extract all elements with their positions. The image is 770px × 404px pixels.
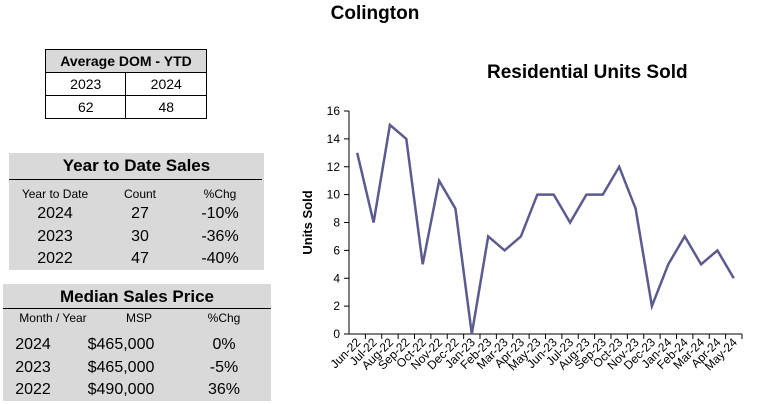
msp-row-price: $465,000 — [87, 336, 155, 353]
ytd-header-count: Count — [123, 187, 157, 201]
ytd-header-chg: %Chg — [203, 187, 237, 201]
ytd-row-chg: -36% — [201, 228, 239, 245]
y-tick-label: 8 — [333, 216, 340, 230]
dom-year-2024: 2024 — [125, 72, 207, 96]
dom-table-title: Average DOM - YTD — [45, 49, 207, 73]
y-axis-label: Units Sold — [300, 190, 315, 254]
dom-year-2023: 2023 — [44, 72, 127, 96]
y-tick-label: 2 — [333, 299, 340, 313]
y-tick-label: 4 — [333, 271, 340, 285]
y-tick-label: 10 — [327, 188, 341, 202]
median-price-title: Median Sales Price — [59, 287, 215, 306]
dom-value-2023: 62 — [44, 95, 127, 119]
ytd-row-year: 2023 — [37, 228, 73, 245]
ytd-row-count: 30 — [131, 228, 149, 245]
msp-header-chg: %Chg — [207, 311, 241, 325]
y-tick-label: 14 — [327, 132, 341, 146]
msp-row-chg: 36% — [207, 381, 241, 398]
msp-divider — [3, 308, 271, 309]
msp-row-price: $490,000 — [87, 381, 155, 398]
ytd-sales-panel: Year to Date Sales Year to Date Count %C… — [9, 153, 264, 270]
ytd-header-year: Year to Date — [21, 187, 89, 201]
y-tick-label: 12 — [327, 160, 341, 174]
ytd-row-chg: -10% — [201, 205, 239, 222]
msp-row-year: 2023 — [15, 359, 51, 376]
msp-row-year: 2022 — [15, 381, 51, 398]
msp-row-chg: -5% — [209, 359, 239, 376]
msp-row-price: $465,000 — [87, 359, 155, 376]
msp-row-year: 2024 — [15, 336, 51, 353]
ytd-row-chg: -40% — [201, 250, 239, 267]
ytd-row-year: 2024 — [37, 205, 73, 222]
ytd-divider — [9, 179, 262, 180]
ytd-row-count: 47 — [131, 250, 149, 267]
page-title: Colington — [330, 3, 420, 24]
y-tick-label: 16 — [327, 104, 341, 118]
dom-value-2024: 48 — [125, 95, 207, 119]
y-tick-label: 6 — [333, 243, 340, 257]
median-price-panel: Median Sales Price Month / Year MSP %Chg… — [3, 284, 271, 401]
chart-title: Residential Units Sold — [487, 62, 688, 83]
msp-header-year: Month / Year — [19, 311, 87, 325]
y-tick-label: 0 — [333, 327, 340, 341]
ytd-sales-title: Year to Date Sales — [62, 156, 211, 175]
series-line — [355, 122, 735, 335]
ytd-row-year: 2022 — [37, 250, 73, 267]
msp-header-msp: MSP — [125, 311, 152, 325]
ytd-row-count: 27 — [131, 205, 149, 222]
msp-row-chg: 0% — [212, 336, 236, 353]
dom-table: Average DOM - YTD 2023 2024 62 48 — [44, 49, 207, 119]
